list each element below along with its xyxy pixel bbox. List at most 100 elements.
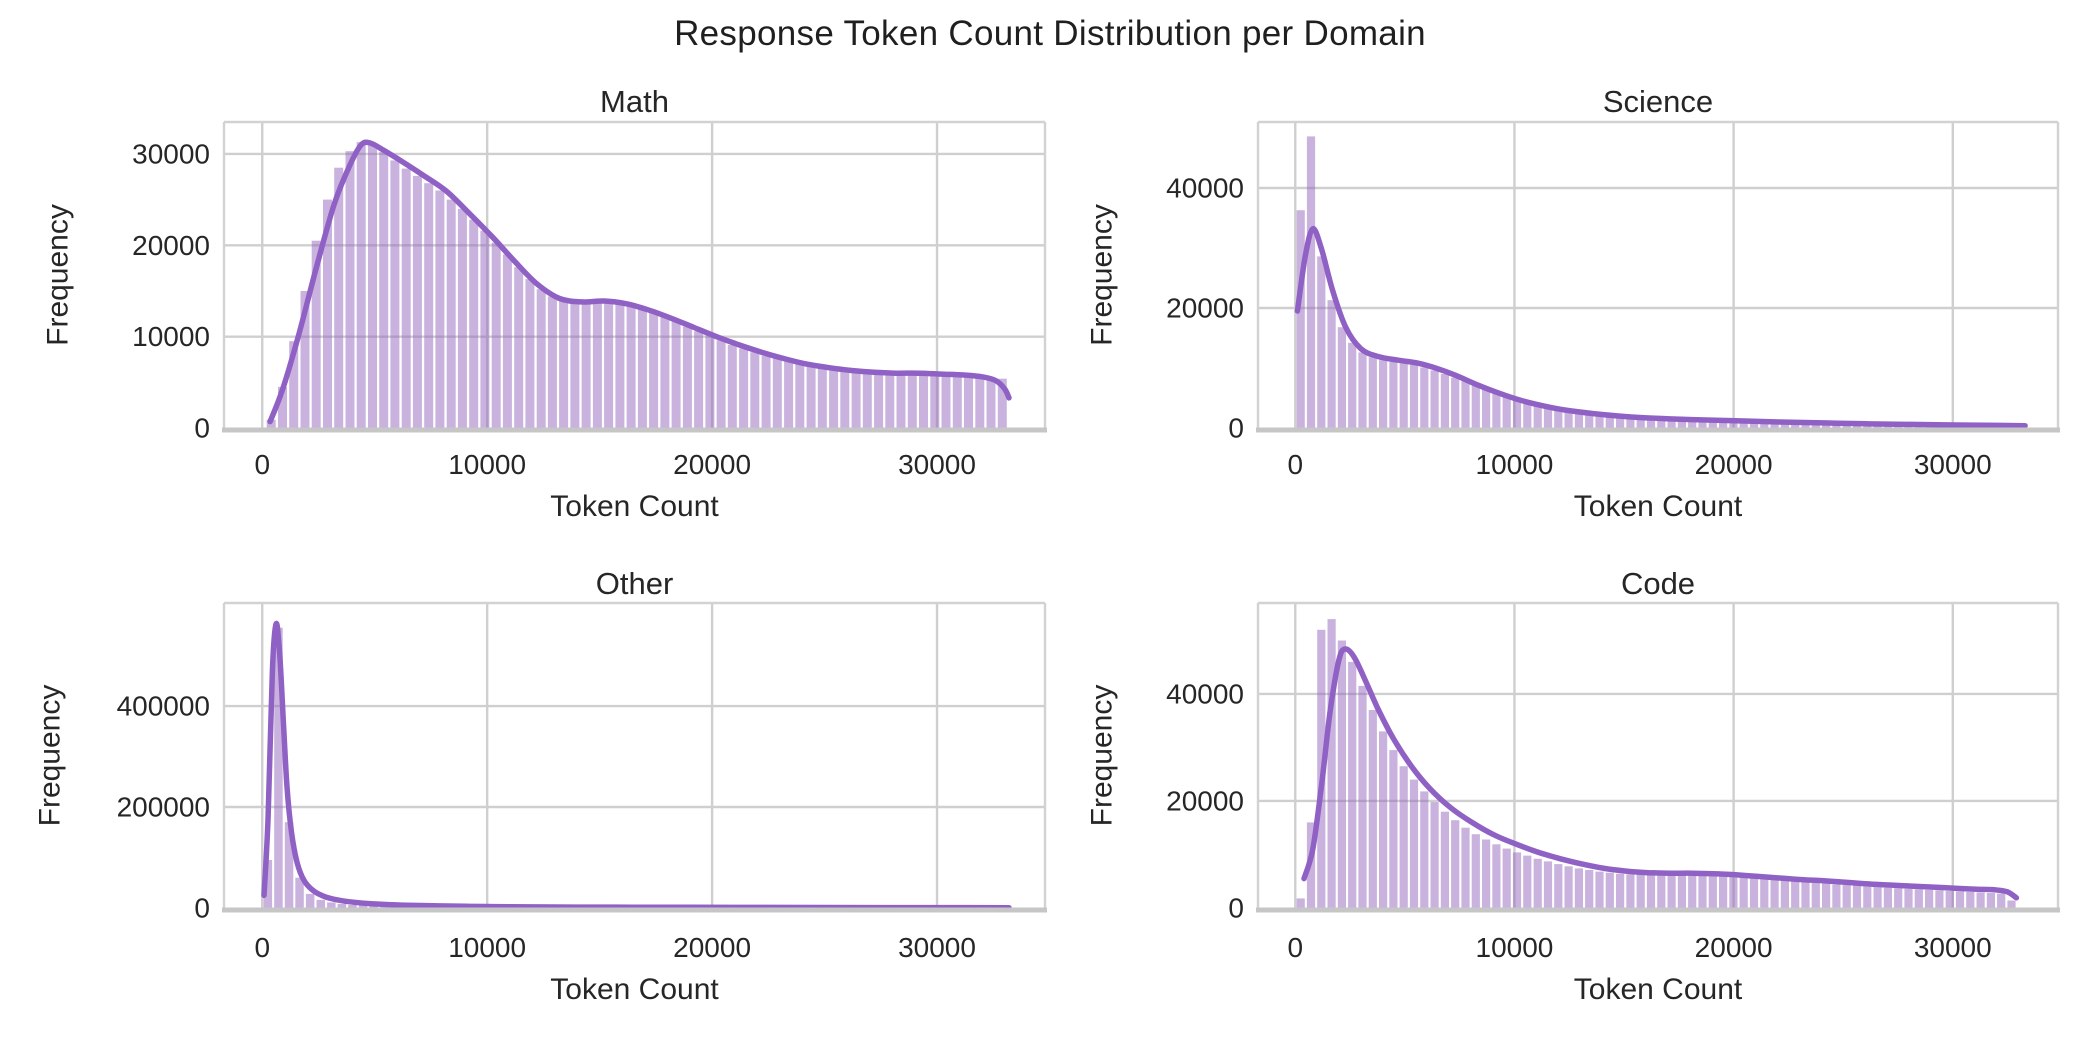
x-tick-label: 30000: [1914, 932, 1992, 963]
histogram-bar: [863, 372, 872, 428]
histogram-bars: [264, 628, 727, 908]
histogram-bar: [1369, 710, 1377, 908]
histogram-bar: [1503, 396, 1511, 428]
y-tick-label: 20000: [132, 230, 210, 261]
x-tick-label: 0: [254, 932, 270, 963]
histogram-bar: [1956, 891, 1964, 908]
x-tick-label: 10000: [448, 932, 526, 963]
histogram-bar: [480, 231, 489, 428]
histogram-bar: [1668, 874, 1676, 908]
histogram-bar: [327, 902, 336, 908]
subplot-title: Math: [600, 84, 669, 119]
y-axis-label: Frequency: [1086, 204, 1119, 346]
y-tick-label: 0: [194, 893, 210, 924]
histogram-bar: [604, 302, 613, 428]
histogram-bar: [773, 359, 782, 428]
histogram-bar: [1771, 880, 1779, 908]
x-tick-label: 30000: [898, 449, 976, 480]
histogram-bar: [1379, 360, 1387, 428]
histogram-bar: [1379, 731, 1387, 908]
histogram-bar: [1317, 256, 1325, 428]
histogram-bar: [1853, 886, 1861, 909]
histogram-bar: [1884, 888, 1892, 908]
histogram-bars: [267, 142, 1007, 428]
histogram-bar: [1451, 378, 1459, 428]
histogram-bar: [357, 142, 366, 428]
histogram-bar: [1328, 619, 1336, 908]
histogram-bar: [1472, 385, 1480, 428]
histogram-bar: [1554, 864, 1562, 908]
histogram-bar: [2007, 901, 2015, 909]
histogram-bar: [1863, 887, 1871, 908]
y-tick-label: 20000: [1166, 785, 1244, 816]
y-tick-label: 30000: [132, 138, 210, 169]
histogram-bar: [1441, 812, 1449, 908]
histogram-bar: [1461, 381, 1469, 428]
histogram-bar: [1698, 875, 1706, 908]
histogram-bar: [1585, 870, 1593, 908]
histogram-bar: [1987, 893, 1995, 908]
histogram-bar: [1925, 890, 1933, 908]
histogram-bar: [1626, 874, 1634, 908]
x-axis-label: Token Count: [550, 973, 719, 1006]
histogram-bar: [672, 321, 681, 428]
histogram-bar: [1904, 889, 1912, 908]
histogram-bar: [1740, 877, 1748, 908]
histogram-bar: [458, 209, 467, 428]
histogram-bar: [1750, 878, 1758, 908]
histogram-bar: [1492, 393, 1500, 428]
histogram-bar: [1812, 883, 1820, 908]
x-tick-label: 20000: [673, 449, 751, 480]
histogram-bar: [525, 279, 534, 428]
histogram-bar: [1709, 875, 1717, 908]
histogram-bar: [987, 380, 996, 428]
histogram-bar: [1451, 820, 1459, 908]
histogram-bar: [1389, 750, 1397, 908]
histogram-bar: [829, 369, 838, 428]
histogram-bar: [1338, 327, 1346, 428]
histogram-bar: [930, 374, 939, 428]
histogram-bar: [807, 366, 816, 428]
histogram-bars: [1297, 619, 2016, 908]
histogram-bar: [1575, 868, 1583, 908]
figure-title: Response Token Count Distribution per Do…: [0, 14, 2100, 54]
histogram-bar: [1657, 874, 1665, 908]
x-tick-label: 10000: [1476, 449, 1554, 480]
histogram-bar: [1760, 879, 1768, 908]
histogram-bar: [402, 169, 411, 428]
histogram-bar: [1348, 343, 1356, 428]
histogram-bar: [1441, 374, 1449, 428]
x-tick-label: 20000: [1695, 449, 1773, 480]
histogram-bar: [447, 200, 456, 428]
histogram-bar: [503, 254, 512, 428]
x-axis-label: Token Count: [550, 490, 719, 523]
x-tick-label: 20000: [1695, 932, 1773, 963]
histogram-bar: [1297, 898, 1305, 908]
histogram-bar: [1348, 662, 1356, 908]
histogram-bar: [975, 378, 984, 428]
histogram-bar: [1307, 136, 1315, 428]
histogram-bar: [1482, 389, 1490, 428]
histogram-bar: [1328, 300, 1336, 428]
histogram-bar: [897, 373, 906, 428]
histogram-bar: [1791, 881, 1799, 908]
histogram-bar: [1915, 889, 1923, 908]
histogram-bar: [953, 376, 962, 428]
histogram-bar: [1358, 686, 1366, 908]
x-axis-label: Token Count: [1574, 973, 1743, 1006]
histogram-bar: [346, 151, 355, 428]
histogram-bar: [1678, 874, 1686, 908]
histogram-bar: [1544, 861, 1552, 908]
y-tick-label: 20000: [1166, 293, 1244, 324]
histogram-bar: [1647, 874, 1655, 908]
histogram-bar: [1966, 892, 1974, 908]
histogram-bar: [582, 303, 591, 428]
histogram-bar: [379, 152, 388, 428]
histogram-bar: [1513, 852, 1521, 908]
histogram-bar: [306, 894, 315, 908]
histogram-bar: [964, 377, 973, 428]
histogram-bar: [762, 356, 771, 428]
